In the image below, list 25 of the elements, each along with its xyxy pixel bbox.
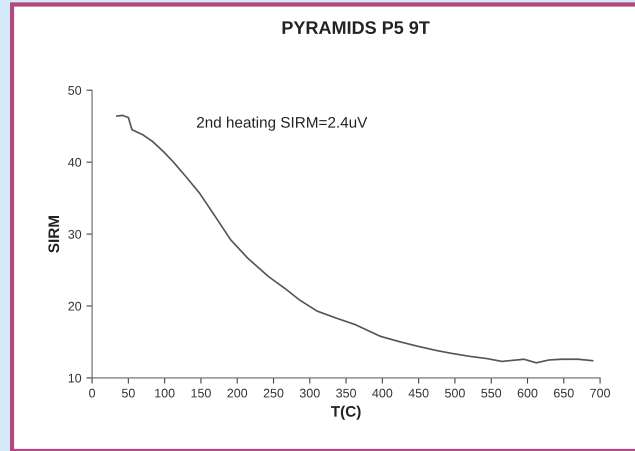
y-tick-label: 10 <box>68 374 82 383</box>
x-tick-label: 600 <box>518 388 538 398</box>
x-tick-label: 100 <box>155 388 175 398</box>
x-tick-label: 350 <box>336 388 356 398</box>
y-tick-label: 20 <box>68 302 82 311</box>
y-tick-label: 50 <box>68 86 82 95</box>
x-tick-label: 400 <box>372 388 392 398</box>
x-tick-label: 50 <box>122 388 135 398</box>
x-tick-label: 700 <box>590 388 610 398</box>
x-tick-label: 150 <box>191 388 211 398</box>
annotation: 2nd heating SIRM=2.4uV <box>196 116 368 131</box>
x-tick-label: 550 <box>481 388 502 398</box>
x-tick-label: 500 <box>445 388 465 398</box>
y-tick-label: 30 <box>68 230 82 239</box>
x-tick-label: 450 <box>408 388 429 398</box>
x-tick-label: 200 <box>227 388 248 398</box>
y-tick-label: 40 <box>68 158 82 167</box>
x-axis-title: T(C) <box>330 406 361 420</box>
x-tick-label: 300 <box>300 388 320 398</box>
line-series <box>116 114 594 364</box>
chart-title: PYRAMIDS P5 9T <box>282 21 430 34</box>
x-tick-label: 650 <box>554 388 574 398</box>
x-tick-label: 250 <box>264 388 284 398</box>
x-tick-label: 0 <box>89 388 96 398</box>
y-axis-title: SIRM <box>48 216 60 253</box>
